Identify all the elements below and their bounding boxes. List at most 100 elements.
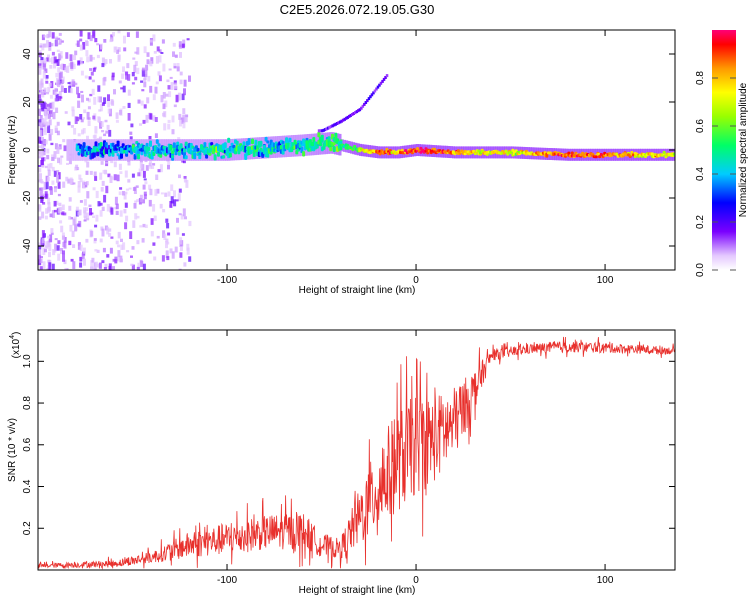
noise-cell <box>58 91 62 97</box>
noise-cell <box>148 250 152 254</box>
ridge-cell <box>567 151 571 155</box>
noise-cell <box>117 47 121 52</box>
noise-cell <box>141 238 145 243</box>
noise-cell <box>173 199 177 207</box>
noise-cell <box>73 54 76 60</box>
noise-cell <box>50 129 54 135</box>
noise-cell <box>117 250 121 258</box>
noise-cell <box>53 200 57 207</box>
noise-cell <box>89 68 93 71</box>
noise-cell <box>132 220 136 228</box>
noise-cell <box>162 209 166 213</box>
ridge-cell <box>205 154 209 159</box>
colorbar-tick-label: 0.2 <box>695 215 706 229</box>
noise-cell <box>178 44 182 49</box>
noise-cell <box>114 196 118 205</box>
noise-cell <box>86 191 90 199</box>
noise-cell <box>57 172 61 180</box>
noise-cell <box>105 161 109 164</box>
noise-cell <box>133 203 137 209</box>
noise-cell <box>54 98 58 102</box>
noise-cell <box>136 240 140 245</box>
noise-cell <box>86 161 90 168</box>
noise-cell <box>88 76 92 80</box>
ridge-cell <box>286 142 290 149</box>
noise-cell <box>152 34 156 42</box>
noise-cell <box>65 52 69 59</box>
branch-cell <box>334 122 337 126</box>
branch-cell <box>370 93 374 97</box>
noise-cell <box>47 259 51 264</box>
noise-cell <box>38 204 41 208</box>
noise-cell <box>40 101 44 110</box>
noise-cell <box>75 209 79 217</box>
noise-cell <box>93 97 97 105</box>
noise-cell <box>131 72 135 77</box>
noise-cell <box>42 71 46 79</box>
noise-cell <box>82 42 86 50</box>
noise-cell <box>43 43 47 48</box>
noise-cell <box>59 83 63 86</box>
ridge-cell <box>385 147 389 151</box>
noise-cell <box>119 171 123 174</box>
noise-cell <box>43 127 47 136</box>
noise-cell <box>97 116 101 122</box>
ridge-cell <box>264 136 268 142</box>
y-tick-label: 1.0 <box>22 354 33 368</box>
noise-cell <box>77 60 81 66</box>
noise-cell <box>108 129 112 137</box>
noise-cell <box>183 79 187 87</box>
noise-cell <box>142 184 146 190</box>
noise-cell <box>44 248 47 253</box>
noise-cell <box>103 97 107 104</box>
x-tick-label: 100 <box>597 575 614 586</box>
branch-cell <box>382 77 386 81</box>
noise-cell <box>127 102 131 108</box>
noise-cell <box>144 181 148 185</box>
noise-cell <box>176 217 179 223</box>
noise-cell <box>134 213 138 220</box>
branch-cell <box>325 127 328 131</box>
noise-cell <box>48 252 51 258</box>
noise-cell <box>80 70 84 76</box>
noise-cell <box>50 43 54 47</box>
noise-cell <box>46 207 50 214</box>
noise-cell <box>54 87 58 95</box>
noise-cell <box>61 76 65 83</box>
noise-cell <box>52 111 56 120</box>
noise-cell <box>81 129 84 135</box>
noise-cell <box>79 178 83 183</box>
noise-cell <box>52 249 56 256</box>
noise-cell <box>39 115 43 120</box>
noise-cell <box>165 218 169 223</box>
noise-cell <box>47 169 51 176</box>
ridge-cell <box>223 142 227 149</box>
noise-cell <box>101 228 105 237</box>
noise-cell <box>76 167 80 170</box>
noise-cell <box>71 79 75 85</box>
noise-cell <box>122 66 125 73</box>
noise-cell <box>130 123 134 128</box>
ridge-cell <box>251 138 254 145</box>
noise-cell <box>94 176 98 181</box>
noise-cell <box>158 75 162 82</box>
noise-cell <box>38 179 41 183</box>
noise-cell <box>141 69 145 77</box>
ridge-cell <box>320 134 324 141</box>
noise-cell <box>63 145 67 152</box>
noise-cell <box>89 35 93 42</box>
noise-cell <box>41 136 44 141</box>
noise-cell <box>78 174 82 180</box>
noise-cell <box>100 226 104 231</box>
ridge-cell <box>172 144 176 148</box>
noise-cell <box>160 95 164 103</box>
noise-cell <box>186 38 190 41</box>
noise-cell <box>151 166 155 169</box>
noise-cell <box>46 40 49 48</box>
noise-cell <box>165 250 169 258</box>
noise-cell <box>134 200 138 203</box>
noise-cell <box>42 261 46 270</box>
noise-cell <box>44 68 48 73</box>
noise-cell <box>77 181 81 188</box>
noise-cell <box>103 267 107 270</box>
